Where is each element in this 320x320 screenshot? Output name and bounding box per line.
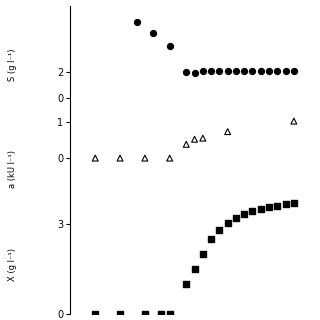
Point bbox=[117, 311, 123, 316]
Point bbox=[283, 202, 288, 207]
Point bbox=[225, 68, 230, 74]
Point bbox=[167, 311, 172, 316]
Point bbox=[291, 68, 296, 74]
Point bbox=[233, 68, 238, 73]
Point bbox=[291, 200, 296, 205]
Point bbox=[258, 206, 263, 212]
Text: X (g l⁻¹): X (g l⁻¹) bbox=[8, 248, 17, 281]
Point bbox=[242, 212, 247, 217]
Point bbox=[167, 156, 172, 161]
Point bbox=[250, 208, 255, 213]
Point bbox=[267, 68, 272, 73]
Point bbox=[217, 69, 222, 74]
Point bbox=[225, 220, 230, 225]
Point bbox=[192, 137, 197, 142]
Text: S (g l⁻¹): S (g l⁻¹) bbox=[8, 49, 17, 81]
Point bbox=[159, 311, 164, 316]
Point bbox=[275, 203, 280, 208]
Point bbox=[209, 237, 214, 242]
Point bbox=[209, 68, 214, 73]
Point bbox=[142, 156, 148, 161]
Point bbox=[93, 311, 98, 316]
Point bbox=[151, 30, 156, 35]
Point bbox=[117, 156, 123, 161]
Point bbox=[167, 43, 172, 48]
Text: a (kU l⁻¹): a (kU l⁻¹) bbox=[8, 150, 17, 188]
Point bbox=[93, 156, 98, 161]
Point bbox=[200, 68, 205, 74]
Point bbox=[291, 118, 296, 124]
Point bbox=[283, 68, 288, 74]
Point bbox=[258, 68, 263, 74]
Point bbox=[184, 69, 189, 74]
Point bbox=[192, 70, 197, 76]
Point bbox=[134, 20, 139, 25]
Point bbox=[142, 311, 148, 316]
Point bbox=[267, 204, 272, 210]
Point bbox=[225, 129, 230, 134]
Point bbox=[184, 142, 189, 147]
Point bbox=[200, 136, 205, 141]
Point bbox=[233, 216, 238, 221]
Point bbox=[192, 267, 197, 272]
Point bbox=[275, 69, 280, 74]
Point bbox=[200, 252, 205, 257]
Point bbox=[184, 281, 189, 286]
Point bbox=[217, 228, 222, 233]
Point bbox=[250, 68, 255, 74]
Point bbox=[242, 69, 247, 74]
